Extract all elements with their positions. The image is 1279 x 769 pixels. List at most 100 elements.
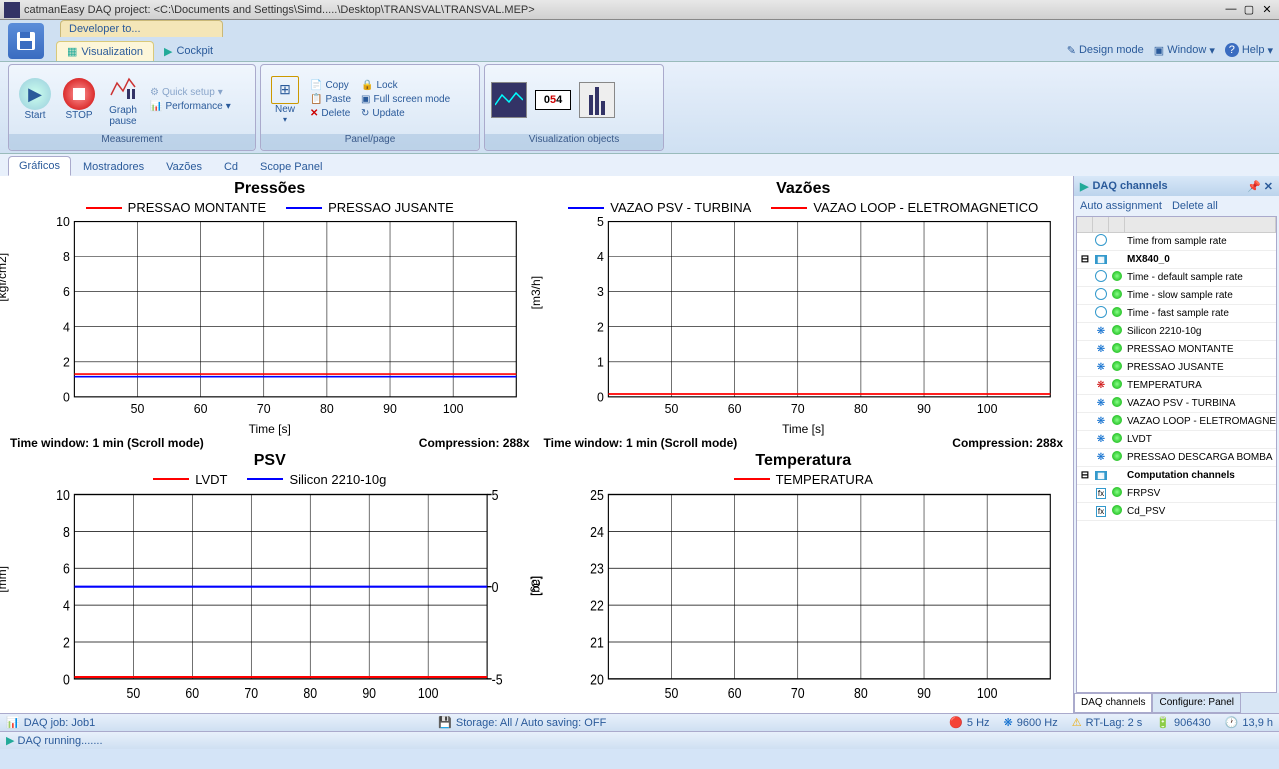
chart-temperatura: TemperaturaTEMPERATURA[°C]20212223242550…	[538, 452, 1070, 709]
svg-text:5: 5	[492, 489, 499, 503]
window-menu[interactable]: ▣ Window ▾	[1154, 43, 1215, 57]
svg-text:0: 0	[63, 390, 70, 404]
panel-tab[interactable]: Configure: Panel	[1152, 693, 1241, 713]
svg-text:100: 100	[418, 685, 439, 701]
svg-text:90: 90	[383, 402, 397, 416]
svg-text:25: 25	[590, 489, 604, 503]
delete-all-link[interactable]: Delete all	[1172, 200, 1218, 212]
svg-text:80: 80	[854, 402, 868, 416]
channel-row[interactable]: ❋PRESSAO DESCARGA BOMBA	[1077, 449, 1276, 467]
content-tab-scope panel[interactable]: Scope Panel	[250, 158, 332, 176]
close-button[interactable]: ✕	[1259, 3, 1275, 16]
chart-pressões: PressõesPRESSAO MONTANTEPRESSAO JUSANTE[…	[4, 180, 536, 450]
svg-text:2: 2	[63, 634, 70, 650]
paste-button[interactable]: 📋 Paste	[307, 93, 354, 106]
svg-text:24: 24	[590, 524, 604, 540]
tab-cockpit[interactable]: ▶ Cockpit	[154, 41, 223, 61]
content-tab-mostradores[interactable]: Mostradores	[73, 158, 154, 176]
content-tab-gráficos[interactable]: Gráficos	[8, 156, 71, 176]
stop-button[interactable]: STOP	[59, 76, 99, 123]
channel-row[interactable]: fxCd_PSV	[1077, 503, 1276, 521]
auto-assignment-link[interactable]: Auto assignment	[1080, 200, 1162, 212]
channel-row[interactable]: ❋PRESSAO JUSANTE	[1077, 359, 1276, 377]
viz-object-chart[interactable]	[491, 82, 527, 118]
new-icon: ⊞	[271, 76, 299, 104]
pin-icon[interactable]: 📌 ✕	[1247, 180, 1273, 193]
svg-text:90: 90	[917, 402, 931, 416]
content-tabs: GráficosMostradoresVazõesCdScope Panel	[0, 154, 1279, 176]
channel-row[interactable]: ❋VAZAO PSV - TURBINA	[1077, 395, 1276, 413]
ribbon-group-measurement: ▶Start STOP Graph pause ⚙ Quick setup ▾ …	[8, 64, 256, 151]
ribbon-tab-row: Developer to... ▦ Visualization ▶ Cockpi…	[0, 20, 1279, 62]
help-menu[interactable]: ? Help ▾	[1225, 43, 1273, 57]
svg-text:90: 90	[362, 685, 376, 701]
panel-tab[interactable]: DAQ channels	[1074, 693, 1152, 713]
save-button[interactable]	[8, 23, 44, 59]
status-bar: 📊 DAQ job: Job1 💾 Storage: All / Auto sa…	[0, 713, 1279, 731]
svg-text:100: 100	[443, 402, 464, 416]
daq-job-status[interactable]: 📊 DAQ job: Job1	[6, 716, 95, 729]
graph-pause-icon	[107, 73, 139, 105]
rate-9600hz: ❋ 9600 Hz	[1004, 716, 1058, 729]
copy-button[interactable]: 📄 Copy	[307, 79, 354, 92]
quick-setup-button[interactable]: ⚙ Quick setup ▾	[147, 86, 234, 99]
svg-text:70: 70	[790, 685, 804, 701]
channel-row[interactable]: ❋PRESSAO MONTANTE	[1077, 341, 1276, 359]
graph-pause-button[interactable]: Graph pause	[103, 71, 143, 129]
minimize-button[interactable]: —	[1223, 3, 1239, 16]
svg-text:4: 4	[63, 597, 70, 613]
svg-text:90: 90	[917, 685, 931, 701]
channel-row[interactable]: Time - default sample rate	[1077, 269, 1276, 287]
lock-button[interactable]: 🔒 Lock	[358, 79, 453, 92]
svg-text:-5: -5	[492, 671, 503, 687]
maximize-button[interactable]: ▢	[1241, 3, 1257, 16]
fullscreen-button[interactable]: ▣ Full screen mode	[358, 93, 453, 106]
ribbon: ▶Start STOP Graph pause ⚙ Quick setup ▾ …	[0, 62, 1279, 154]
svg-text:6: 6	[63, 560, 70, 576]
svg-text:70: 70	[790, 402, 804, 416]
new-button[interactable]: ⊞New▾	[267, 74, 303, 126]
channel-row[interactable]: ❋VAZAO LOOP - ELETROMAGNE	[1077, 413, 1276, 431]
svg-text:100: 100	[976, 402, 997, 416]
delete-button[interactable]: ✕ Delete	[307, 107, 354, 120]
svg-text:70: 70	[257, 402, 271, 416]
update-button[interactable]: ↻ Update	[358, 107, 453, 120]
content-tab-cd[interactable]: Cd	[214, 158, 248, 176]
window-title: catmanEasy DAQ project: <C:\Documents an…	[24, 4, 1223, 16]
performance-button[interactable]: 📊 Performance ▾	[147, 100, 234, 113]
svg-text:60: 60	[727, 402, 741, 416]
svg-text:80: 80	[303, 685, 317, 701]
design-mode-button[interactable]: ✎ Design mode	[1067, 43, 1144, 57]
rate-5hz: 🔴 5 Hz	[949, 716, 989, 729]
svg-text:50: 50	[664, 685, 678, 701]
chart-area: PressõesPRESSAO MONTANTEPRESSAO JUSANTE[…	[0, 176, 1073, 713]
developer-tab[interactable]: Developer to...	[60, 20, 223, 37]
daq-channels-panel: ▶ DAQ channels 📌 ✕ Auto assignment Delete a…	[1073, 176, 1279, 713]
channel-row[interactable]: ❋LVDT	[1077, 431, 1276, 449]
play-icon: ▶	[1080, 180, 1088, 193]
svg-text:100: 100	[976, 685, 997, 701]
tab-visualization[interactable]: ▦ Visualization	[56, 41, 154, 61]
app-icon	[4, 2, 20, 18]
channels-table[interactable]: Time from sample rate⊟▦MX840_0Time - def…	[1076, 216, 1277, 693]
viz-object-digital[interactable]: 054	[535, 90, 571, 110]
storage-status: 💾 Storage: All / Auto saving: OFF	[438, 716, 606, 729]
chart-icon: ▦	[67, 45, 77, 58]
svg-text:60: 60	[185, 685, 199, 701]
channel-row[interactable]: Time from sample rate	[1077, 233, 1276, 251]
channel-row[interactable]: ❋Silicon 2210-10g	[1077, 323, 1276, 341]
channel-row[interactable]: fxFRPSV	[1077, 485, 1276, 503]
channel-row[interactable]: ⊟▦MX840_0	[1077, 251, 1276, 269]
channel-row[interactable]: Time - slow sample rate	[1077, 287, 1276, 305]
svg-text:20: 20	[590, 671, 604, 687]
channel-row[interactable]: ⊟▦Computation channels	[1077, 467, 1276, 485]
channel-row[interactable]: Time - fast sample rate	[1077, 305, 1276, 323]
content-tab-vazões[interactable]: Vazões	[156, 158, 212, 176]
running-status: ▶ DAQ running.......	[0, 731, 1279, 749]
channel-row[interactable]: ❋TEMPERATURA	[1077, 377, 1276, 395]
svg-text:23: 23	[590, 560, 604, 576]
viz-object-bargraph[interactable]	[579, 82, 615, 118]
svg-text:21: 21	[590, 634, 604, 650]
sample-count: 🔋 906430	[1156, 716, 1210, 729]
start-button[interactable]: ▶Start	[15, 76, 55, 123]
